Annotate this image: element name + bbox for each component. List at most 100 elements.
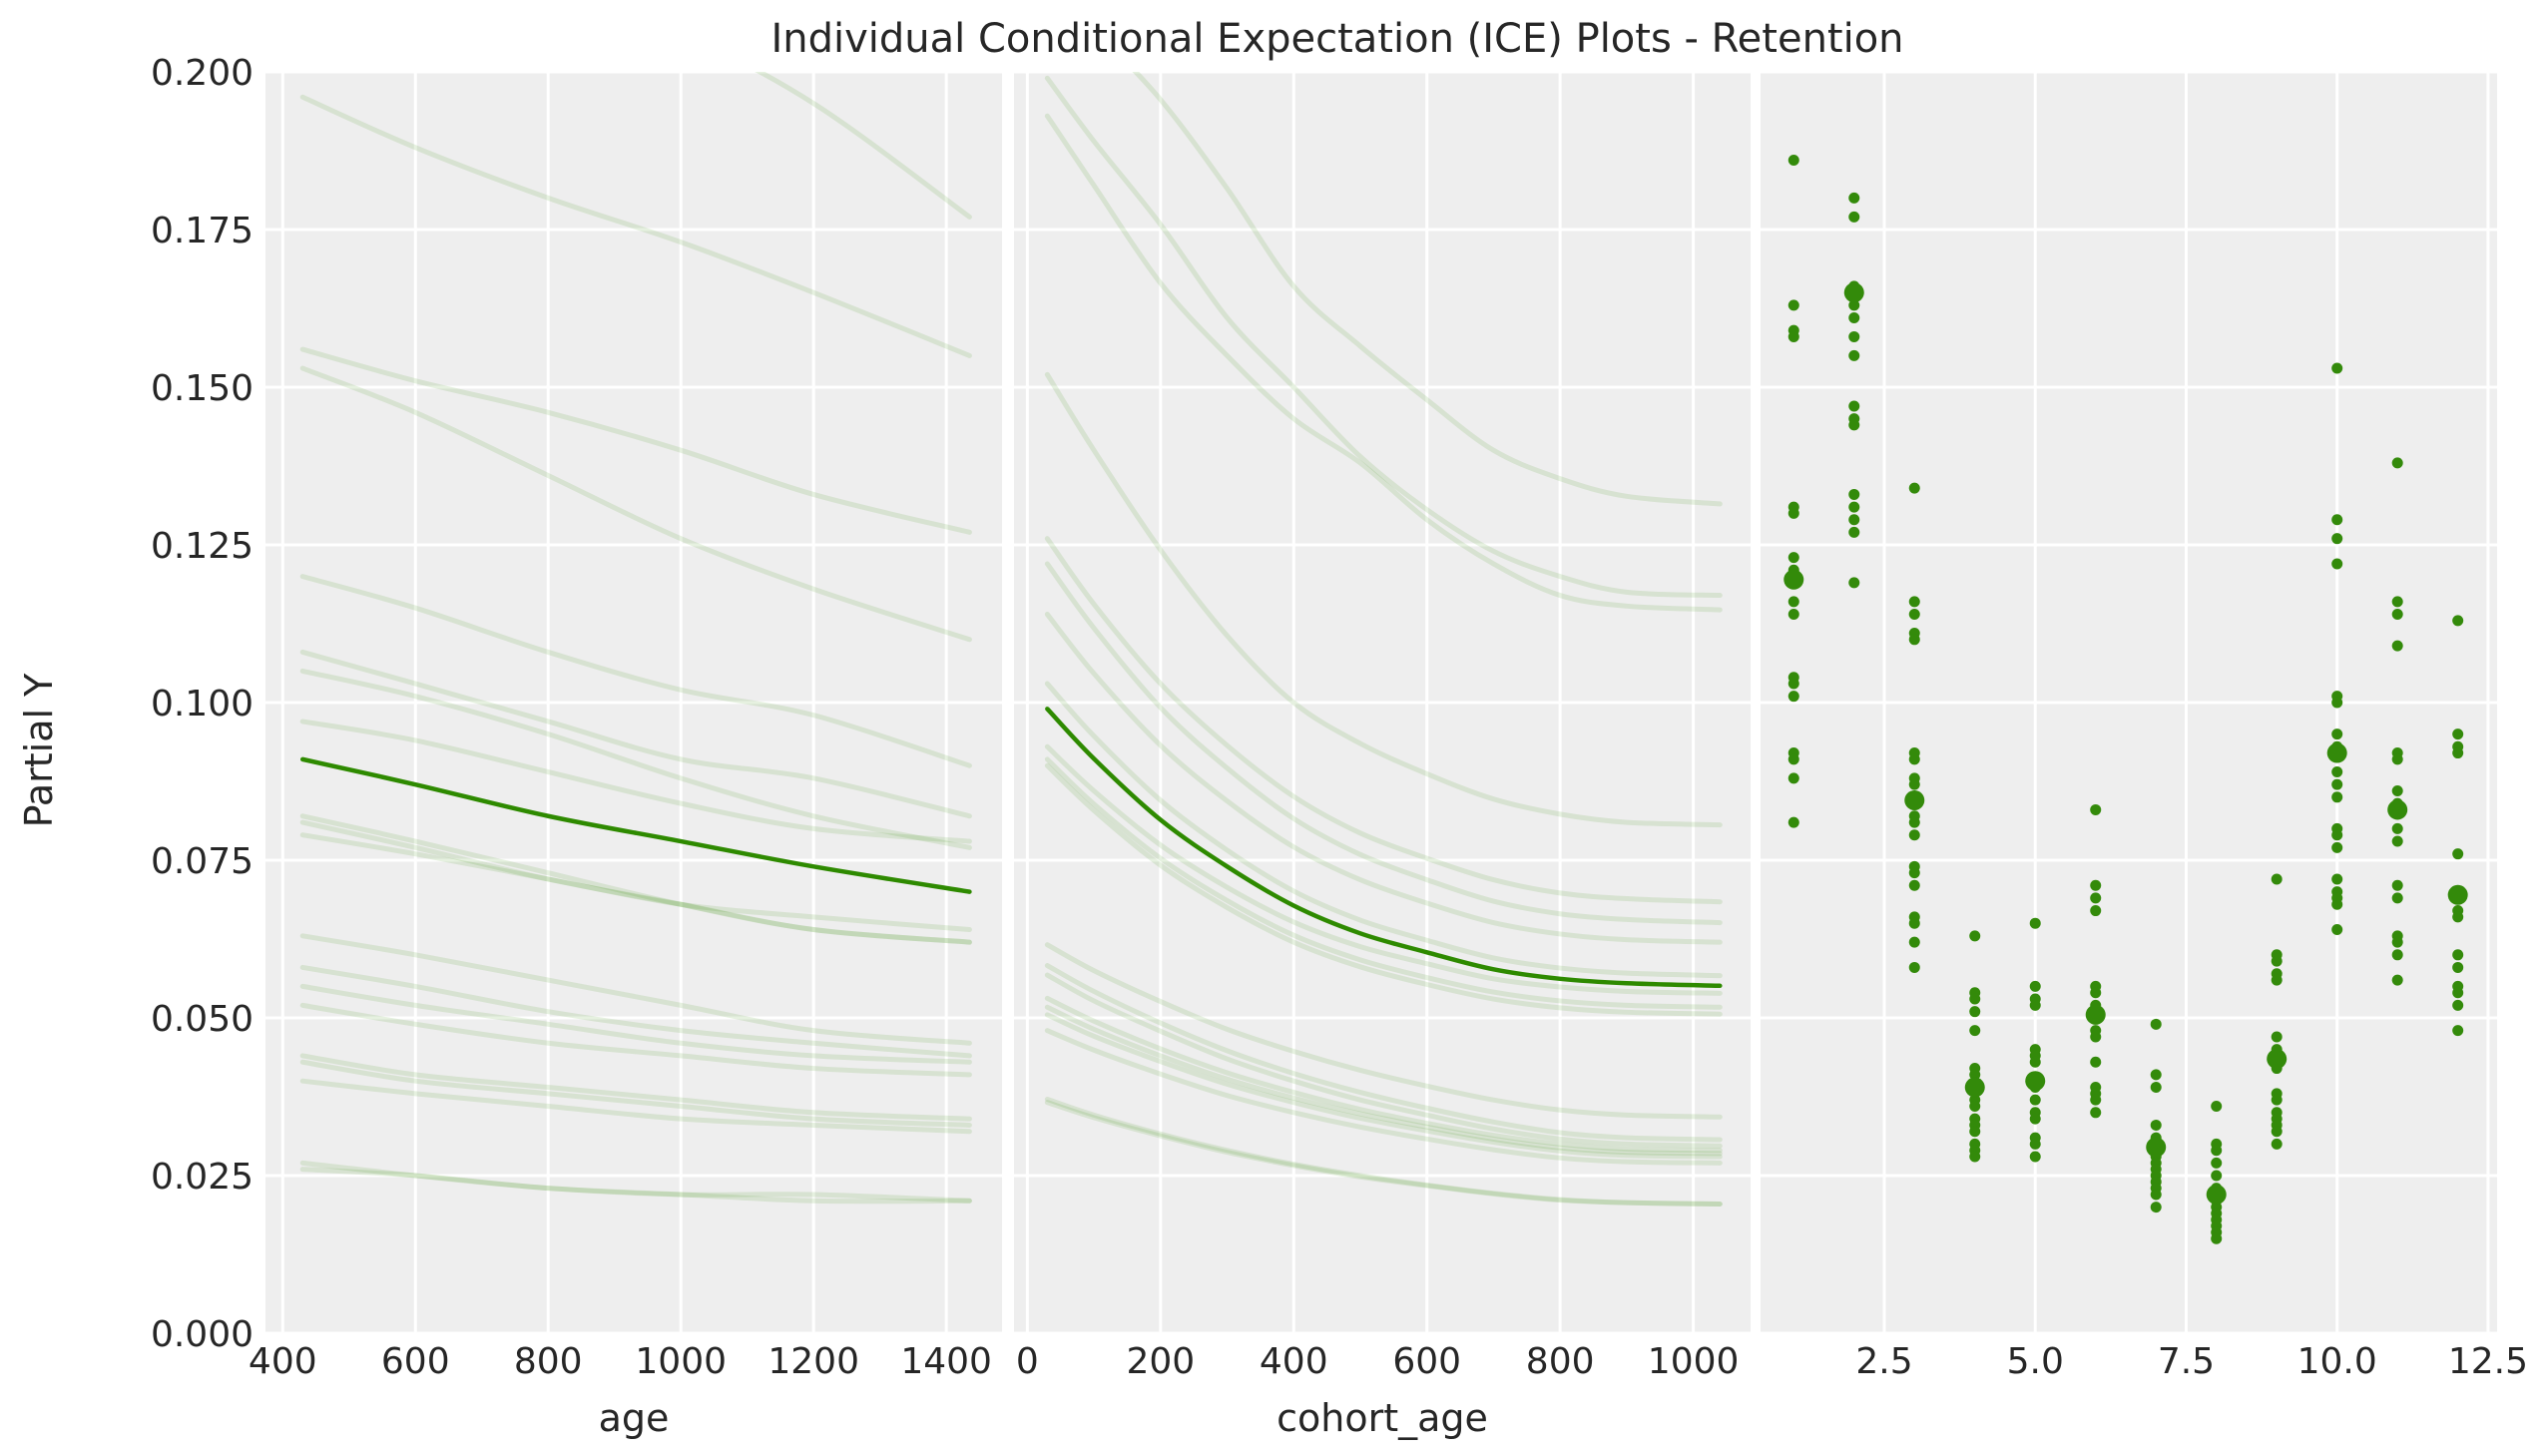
ice-line [1044,371,1723,828]
ice-point [2150,1202,2162,1213]
ice-point [2029,1113,2041,1125]
y-tick-label: 0.175 [151,211,254,251]
ice-point [2090,905,2102,917]
y-tick-label: 0.150 [151,368,254,409]
y-tick-label: 0.100 [151,684,254,725]
ice-point [2391,784,2403,796]
y-tick-label: 0.025 [151,1157,254,1198]
ice-point [1848,488,1860,500]
ice-point [2090,879,2102,891]
ice-point [2331,924,2343,936]
ice-point [1787,772,1799,784]
ice-point [2391,892,2403,904]
ice-line [299,813,972,945]
ice-point [1787,816,1799,828]
ice-point [2391,936,2403,948]
y-tick-label: 0.125 [151,526,254,567]
ice-point [2331,898,2343,910]
ice-line [299,964,972,1059]
ice-point [2452,911,2464,923]
ice-point [2452,961,2464,973]
ice-line [1044,972,1723,1149]
ice-point [1787,552,1799,564]
ice-line [1044,561,1723,926]
ice-point [1908,778,1920,790]
ice-line [299,668,972,850]
mean-point [2326,742,2347,763]
ice-line [1044,963,1723,1143]
ice-line [299,94,972,358]
ice-point [2090,1107,2102,1119]
ice-line [1044,942,1723,1120]
mean-pdp-line [1045,707,1723,989]
ice-point [1848,349,1860,361]
ice-point [2271,955,2283,967]
ice-point [1848,526,1860,538]
ice-point [1787,753,1799,765]
ice-line [299,819,972,945]
x-tick-label: 600 [1392,1341,1461,1382]
ice-point [2090,1094,2102,1106]
ice-point [2090,892,2102,904]
mean-point [1964,1077,1985,1098]
ice-line [1044,1012,1723,1160]
x-tick-label: 400 [1260,1341,1328,1382]
x-tick-label: 1400 [900,1341,992,1382]
ice-point [2211,1100,2223,1112]
ice-point [2452,728,2464,740]
ice-point [2331,697,2343,709]
ice-point [1848,192,1860,204]
ice-point [1848,299,1860,311]
ice-point [1969,993,1981,1005]
ice-line [1044,75,1723,599]
ice-line [299,1002,972,1078]
ice-line [1044,1004,1723,1157]
x-tick-label: 1000 [1648,1341,1740,1382]
x-tick-label: 800 [514,1341,583,1382]
ice-line [299,933,972,1046]
ice-point [2331,362,2343,374]
ice-point [1787,609,1799,621]
ice-point [2271,1031,2283,1043]
x-tick-label: 600 [381,1341,450,1382]
plot-area [299,72,972,1205]
ice-point [1848,211,1860,223]
ice-line [1132,72,1723,507]
x-tick-label: 1200 [767,1341,859,1382]
ice-point [2150,1082,2162,1094]
ice-point [2271,1126,2283,1138]
ice-point [1848,514,1860,526]
ice-point [1848,501,1860,513]
ice-point [2150,1119,2162,1131]
ice-point [2090,803,2102,815]
ice-point [2090,1056,2102,1068]
ice-point [1969,1151,1981,1163]
ice-point [1787,507,1799,519]
ice-point [2391,640,2403,652]
mean-point [1843,282,1864,303]
plot-area [1044,72,1723,1207]
y-tick-label: 0.050 [151,999,254,1040]
ice-line [1044,113,1723,613]
ice-point [1908,634,1920,646]
ice-line [299,1053,972,1122]
ice-point [2150,1189,2162,1201]
ice-point [2452,615,2464,627]
ice-point [1969,1006,1981,1018]
mean-point [2447,884,2468,905]
ice-line [1044,1097,1723,1207]
ice-point [2331,778,2343,790]
ice-point [2331,766,2343,778]
ice-point [2452,1025,2464,1037]
ice-point [1848,330,1860,342]
ice-point [2391,974,2403,986]
ice-point [2211,1232,2223,1244]
ice-point [1969,1025,1981,1037]
mean-point [2025,1071,2046,1092]
ice-point [1908,879,1920,891]
ice-line [1044,1100,1723,1207]
ice-point [1848,419,1860,431]
ice-line [1044,762,1723,1017]
ice-point [2391,822,2403,834]
ice-point [2271,873,2283,885]
